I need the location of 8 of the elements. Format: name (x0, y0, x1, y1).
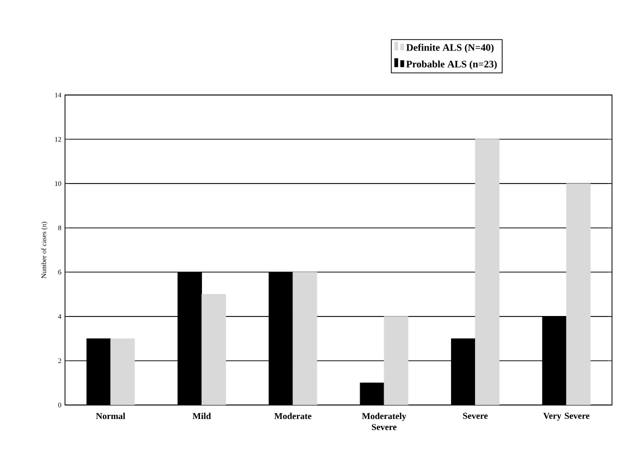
legend-label: Definite ALS (N=40) (406, 44, 494, 53)
x-tick-label: Moderate (274, 412, 312, 420)
x-tick-label: Moderately Severe (362, 412, 406, 430)
x-tick-label: Severe (463, 412, 488, 419)
x-tick-label: Mild (192, 412, 211, 420)
legend-label: Probable ALS (n=23) (406, 60, 497, 70)
x-tick-label: Normal (96, 412, 126, 420)
x-tick-label: Very Severe (543, 412, 590, 421)
